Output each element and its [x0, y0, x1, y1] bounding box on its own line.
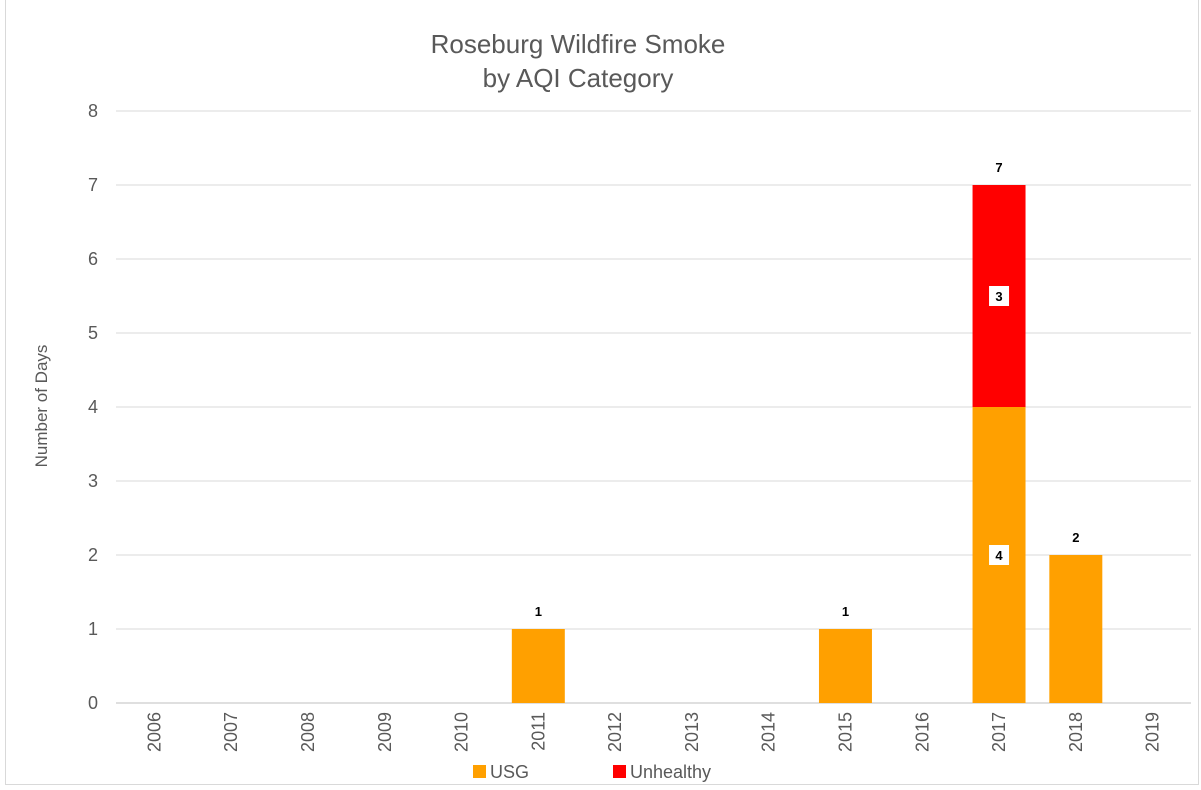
- x-tick-label: 2018: [1066, 712, 1086, 752]
- legend-item-usg: USG: [473, 762, 529, 782]
- segment-label-box: [989, 286, 1010, 306]
- total-label-2011: 1: [535, 604, 542, 619]
- legend-label: USG: [490, 762, 529, 782]
- chart-title: Roseburg Wildfire Smoke: [431, 29, 726, 59]
- y-tick-label: 4: [88, 397, 98, 417]
- total-label-2018: 2: [1072, 530, 1079, 545]
- segment-label-usg-2017: 4: [989, 545, 1010, 565]
- legend-swatch: [473, 765, 486, 778]
- bars: [511, 185, 1103, 703]
- y-tick-label: 6: [88, 249, 98, 269]
- x-tick-label: 2015: [835, 712, 855, 752]
- x-tick-label: 2010: [452, 712, 472, 752]
- x-tick-label: 2014: [759, 712, 779, 752]
- y-tick-label: 0: [88, 693, 98, 713]
- bar-usg-2015: [818, 629, 872, 703]
- x-tick-label: 2008: [298, 712, 318, 752]
- data-labels: 1 1 7 2 4 3: [535, 160, 1080, 619]
- x-tick-label: 2016: [912, 712, 932, 752]
- segment-label-box: [989, 545, 1010, 565]
- bar-usg-2011: [511, 629, 565, 703]
- legend-item-unhealthy: Unhealthy: [613, 762, 711, 782]
- x-tick-label: 2013: [682, 712, 702, 752]
- y-tick-label: 1: [88, 619, 98, 639]
- y-tick-label: 7: [88, 175, 98, 195]
- bar-usg-2018: [1049, 555, 1103, 703]
- segment-label-unhealthy-2017: 3: [989, 286, 1010, 306]
- y-tick-label: 2: [88, 545, 98, 565]
- legend-label: Unhealthy: [630, 762, 711, 782]
- y-tick-labels: 0 1 2 3 4 5 6 7 8: [88, 101, 98, 713]
- x-tick-label: 2006: [144, 712, 164, 752]
- x-tick-label: 2017: [989, 712, 1009, 752]
- segment-label-text: 4: [995, 548, 1003, 563]
- legend-swatch: [613, 765, 626, 778]
- y-axis-label: Number of Days: [32, 345, 51, 468]
- gridlines: [116, 110, 1191, 704]
- chart-subtitle: by AQI Category: [483, 63, 674, 93]
- x-tick-label: 2012: [605, 712, 625, 752]
- segment-label-text: 3: [995, 289, 1002, 304]
- y-tick-label: 8: [88, 101, 98, 121]
- x-tick-label: 2009: [375, 712, 395, 752]
- total-label-2015: 1: [842, 604, 849, 619]
- chart-area: Roseburg Wildfire Smoke by AQI Category …: [5, 0, 1199, 785]
- x-tick-label: 2019: [1143, 712, 1163, 752]
- y-tick-label: 5: [88, 323, 98, 343]
- y-tick-label: 3: [88, 471, 98, 491]
- x-tick-label: 2007: [221, 712, 241, 752]
- x-tick-label: 2011: [528, 712, 548, 751]
- x-tick-labels: 2006 2007 2008 2009 2010 2011 2012 2013 2014 2015…: [144, 712, 1162, 752]
- legend: USG Unhealthy: [473, 762, 711, 782]
- total-label-2017: 7: [995, 160, 1002, 175]
- bar-chart: Roseburg Wildfire Smoke by AQI Category …: [32, 29, 1191, 782]
